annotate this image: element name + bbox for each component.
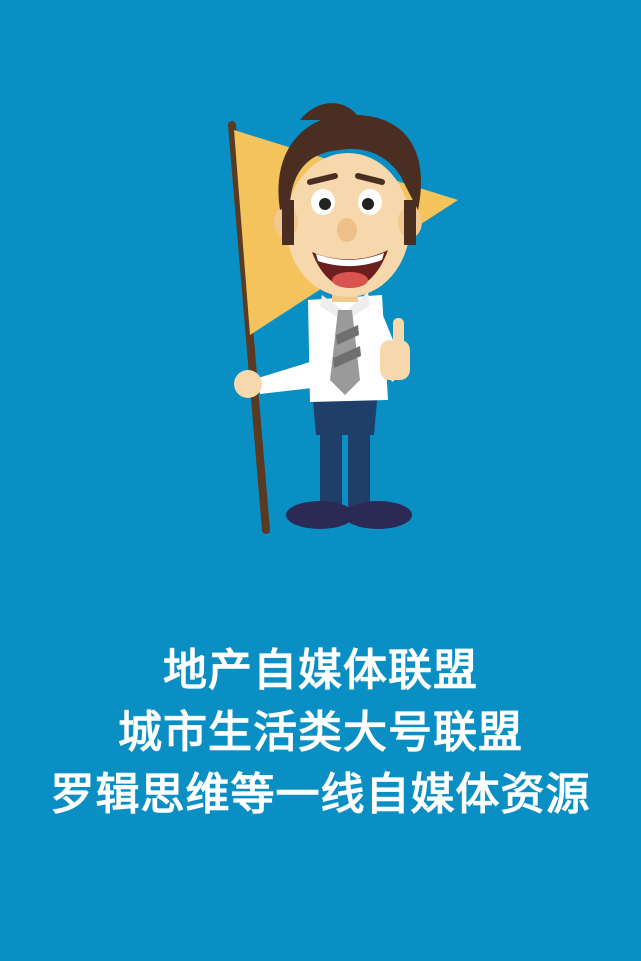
left-leg	[320, 420, 342, 512]
nose	[337, 218, 357, 242]
right-eyebrow	[355, 173, 385, 185]
businessman-illustration	[200, 90, 480, 540]
caption: 地产自媒体联盟 城市生活类大号联盟 罗辑思维等一线自媒体资源	[0, 640, 641, 826]
businessman-svg	[228, 103, 458, 534]
right-leg	[348, 420, 370, 512]
caption-line-1: 地产自媒体联盟	[163, 645, 478, 696]
left-eyebrow	[307, 173, 338, 185]
tie-stripes	[333, 325, 361, 368]
teeth	[316, 253, 384, 267]
left-shoe	[286, 501, 354, 529]
thumb	[393, 318, 404, 346]
right-sideburn	[404, 200, 416, 245]
caption-line-2: 城市生活类大号联盟	[118, 707, 523, 758]
tongue	[332, 272, 368, 288]
left-sideburn	[282, 200, 294, 245]
left-hand	[234, 370, 262, 398]
flag-pole	[228, 121, 270, 534]
thumbs-up-icon	[380, 340, 410, 380]
left-pupil	[319, 198, 331, 210]
hair-tuft	[300, 103, 360, 120]
right-pupil	[362, 198, 374, 210]
right-shoe	[344, 501, 412, 529]
left-sleeve	[258, 362, 312, 394]
hair	[278, 114, 421, 210]
caption-line-3: 罗辑思维等一线自媒体资源	[50, 769, 591, 820]
